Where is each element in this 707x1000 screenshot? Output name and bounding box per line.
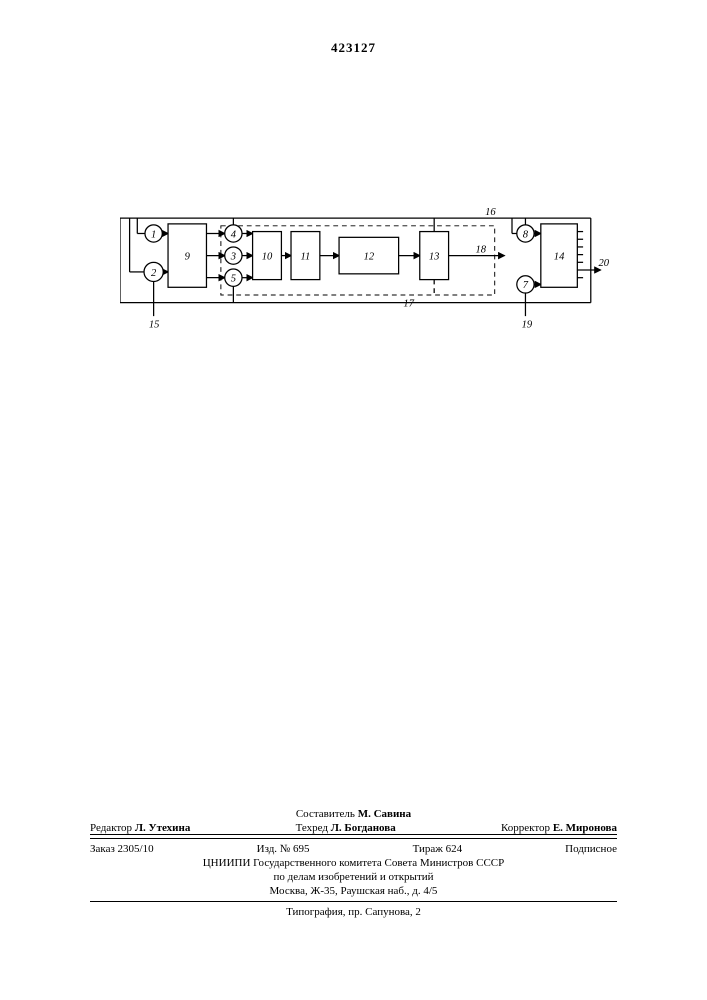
svg-text:11: 11 — [301, 251, 311, 262]
svg-text:12: 12 — [364, 251, 375, 262]
svg-text:19: 19 — [522, 320, 533, 331]
svg-text:14: 14 — [554, 251, 565, 262]
svg-text:17: 17 — [403, 299, 414, 310]
footer-block: Составитель М. Савина Редактор Л. Утехин… — [90, 806, 617, 920]
svg-text:4: 4 — [231, 229, 237, 240]
svg-text:3: 3 — [230, 251, 236, 262]
footer-rule-2 — [90, 901, 617, 902]
svg-text:9: 9 — [185, 251, 191, 262]
org-line-2: по делам изобретений и открытий — [90, 871, 617, 883]
block-diagram: 123457891011121314151617181920 — [120, 200, 610, 340]
svg-text:5: 5 — [231, 274, 236, 285]
svg-text:1: 1 — [151, 229, 156, 240]
podpisnoe: Подписное — [565, 843, 617, 855]
editor-name: Л. Утехина — [135, 822, 191, 834]
svg-text:10: 10 — [262, 251, 273, 262]
svg-text:7: 7 — [523, 280, 529, 291]
document-number: 423127 — [0, 40, 707, 56]
izd-number: Изд. № 695 — [257, 843, 310, 855]
techred-name: Л. Богданова — [331, 822, 396, 834]
tirazh: Тираж 624 — [413, 843, 463, 855]
techred-label: Техред — [296, 822, 328, 834]
typography: Типография, пр. Сапунова, 2 — [90, 906, 617, 918]
order-number: Заказ 2305/10 — [90, 843, 154, 855]
address: Москва, Ж-35, Раушская наб., д. 4/5 — [90, 885, 617, 897]
page: 423127 123457891011121314151617181920 Со… — [0, 0, 707, 1000]
svg-text:20: 20 — [598, 258, 609, 269]
corrector-label: Корректор — [501, 822, 550, 834]
svg-text:8: 8 — [523, 229, 529, 240]
footer-rule-1 — [90, 838, 617, 839]
editor-label: Редактор — [90, 822, 132, 834]
org-line-1: ЦНИИПИ Государственного комитета Совета … — [90, 857, 617, 869]
corrector-name: Е. Миронова — [553, 822, 617, 834]
svg-text:18: 18 — [475, 245, 486, 256]
svg-text:16: 16 — [485, 207, 496, 218]
svg-text:15: 15 — [149, 320, 160, 331]
compiler-label: Составитель — [296, 808, 355, 820]
compiler-name: М. Савина — [358, 808, 411, 820]
svg-text:2: 2 — [151, 268, 157, 279]
svg-text:13: 13 — [429, 251, 440, 262]
